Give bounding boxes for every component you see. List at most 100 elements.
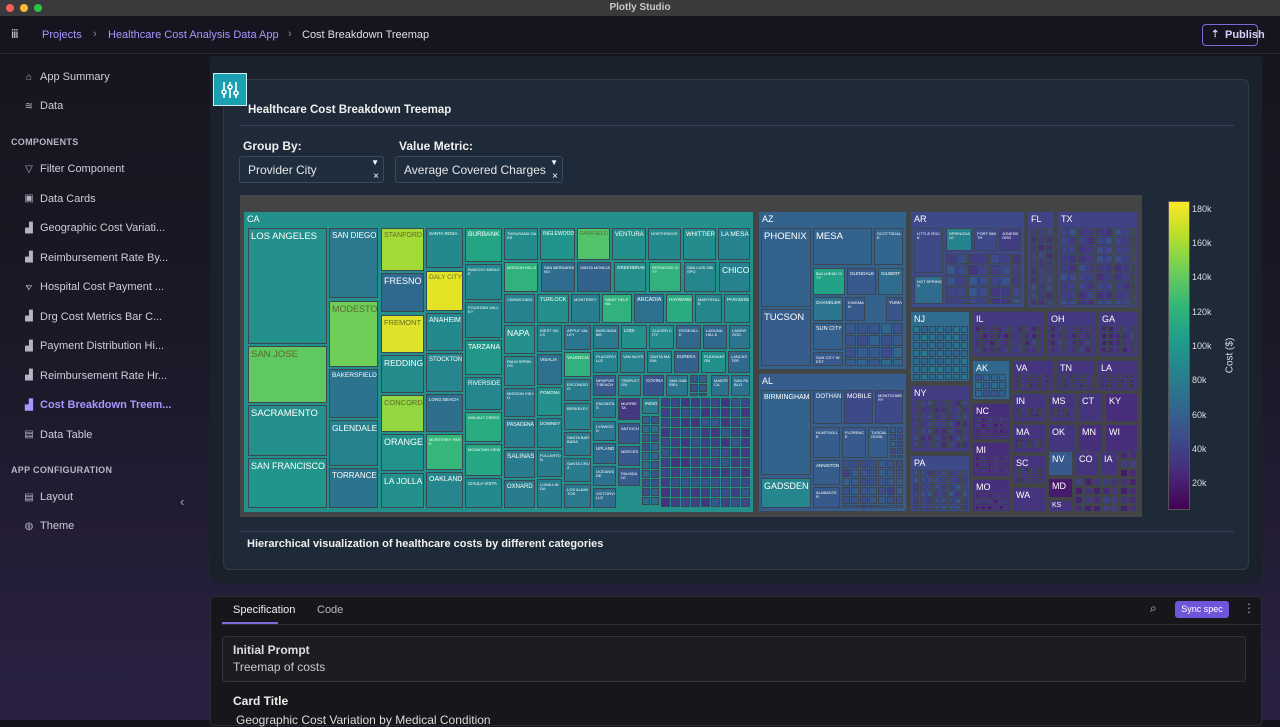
treemap-city-tile[interactable]: THOUSAND OAKS: [504, 228, 538, 260]
treemap-minor-tile[interactable]: [1060, 237, 1068, 245]
treemap-minor-tile[interactable]: [1031, 340, 1037, 346]
treemap-minor-tile[interactable]: [955, 484, 961, 490]
treemap-minor-tile[interactable]: [990, 265, 1000, 275]
treemap-minor-tile[interactable]: [671, 428, 680, 437]
treemap-minor-tile[interactable]: [1085, 347, 1091, 353]
treemap-minor-tile[interactable]: [1084, 478, 1092, 486]
treemap-minor-tile[interactable]: [1046, 300, 1053, 305]
treemap-minor-tile[interactable]: [1038, 276, 1045, 283]
treemap-city-tile[interactable]: SUN CITY WEST: [813, 352, 843, 366]
treemap-minor-tile[interactable]: [962, 414, 968, 420]
treemap-minor-tile[interactable]: [1057, 340, 1063, 346]
treemap-minor-tile[interactable]: [1078, 237, 1086, 245]
treemap-minor-tile[interactable]: [1101, 333, 1107, 339]
treemap-minor-tile[interactable]: [999, 429, 1004, 434]
treemap-minor-tile[interactable]: [881, 323, 892, 334]
treemap-minor-tile[interactable]: [1102, 505, 1110, 512]
treemap-minor-tile[interactable]: [1101, 340, 1107, 346]
treemap-city-tile[interactable]: FORT SMITH: [974, 228, 997, 251]
treemap-minor-tile[interactable]: [731, 418, 740, 427]
treemap-state-ms[interactable]: [1048, 393, 1076, 422]
treemap-minor-tile[interactable]: [1030, 439, 1034, 443]
treemap-minor-tile[interactable]: [937, 326, 944, 333]
treemap-minor-tile[interactable]: [699, 384, 707, 392]
publish-button[interactable]: ⇡ Publish: [1202, 24, 1265, 46]
treemap-city-tile[interactable]: SAN FRANCISCO: [248, 458, 327, 508]
treemap-city-tile[interactable]: LOS ALAMITOS: [564, 484, 591, 508]
search-icon[interactable]: ⌕: [1150, 601, 1157, 615]
treemap-minor-tile[interactable]: [890, 427, 896, 433]
treemap-minor-tile[interactable]: [929, 326, 936, 333]
treemap-minor-tile[interactable]: [913, 484, 919, 490]
treemap-minor-tile[interactable]: [948, 442, 954, 448]
treemap-minor-tile[interactable]: [968, 287, 978, 297]
treemap-minor-tile[interactable]: [989, 340, 995, 346]
treemap-minor-tile[interactable]: [1012, 276, 1021, 286]
treemap-minor-tile[interactable]: [927, 435, 933, 441]
treemap-minor-tile[interactable]: [962, 428, 968, 434]
treemap-minor-tile[interactable]: [1101, 326, 1107, 332]
treemap-minor-tile[interactable]: [920, 477, 926, 483]
treemap-minor-tile[interactable]: [1024, 326, 1030, 332]
group-by-dropdown[interactable]: Provider City ▼ ×: [239, 156, 384, 183]
treemap-minor-tile[interactable]: [1105, 282, 1113, 290]
sidebar-item-component[interactable]: ▽ Filter Component: [24, 161, 124, 177]
treemap-minor-tile[interactable]: [642, 479, 650, 487]
treemap-minor-tile[interactable]: [975, 456, 980, 461]
treemap-minor-tile[interactable]: [1123, 282, 1131, 290]
treemap-minor-tile[interactable]: [1051, 413, 1055, 417]
treemap-minor-tile[interactable]: [1020, 439, 1024, 443]
treemap-minor-tile[interactable]: [1093, 505, 1101, 512]
treemap-minor-tile[interactable]: [990, 287, 1000, 297]
treemap-minor-tile[interactable]: [929, 350, 936, 357]
treemap-minor-tile[interactable]: [851, 460, 859, 468]
treemap-minor-tile[interactable]: [1069, 273, 1077, 281]
treemap-minor-tile[interactable]: [1015, 444, 1019, 448]
treemap-minor-tile[interactable]: [993, 435, 998, 438]
treemap-minor-tile[interactable]: [953, 326, 960, 333]
treemap-minor-tile[interactable]: [691, 418, 700, 427]
close-window-button[interactable]: [6, 4, 14, 12]
initial-prompt-text[interactable]: Treemap of costs: [233, 660, 326, 674]
value-metric-dropdown[interactable]: Average Covered Charges ▼ ×: [395, 156, 563, 183]
treemap-city-tile[interactable]: ROSEVILLE: [676, 325, 701, 349]
treemap-city-tile[interactable]: TUSCALOOSA: [868, 427, 888, 458]
treemap-minor-tile[interactable]: [941, 505, 947, 510]
treemap-minor-tile[interactable]: [661, 418, 670, 427]
treemap-state-ia[interactable]: [1100, 451, 1118, 476]
treemap-minor-tile[interactable]: [896, 505, 903, 508]
treemap-minor-tile[interactable]: [642, 488, 650, 496]
treemap-city-tile[interactable]: WHITTIER: [683, 228, 716, 260]
treemap-minor-tile[interactable]: [1123, 291, 1131, 299]
treemap-minor-tile[interactable]: [1105, 264, 1113, 272]
treemap-minor-tile[interactable]: [962, 442, 968, 448]
treemap-minor-tile[interactable]: [691, 448, 700, 457]
treemap-minor-tile[interactable]: [642, 470, 650, 478]
treemap-minor-tile[interactable]: [1071, 333, 1077, 339]
treemap-minor-tile[interactable]: [975, 499, 980, 504]
treemap-minor-tile[interactable]: [1040, 384, 1044, 388]
treemap-city-tile[interactable]: ANAHEIM: [426, 313, 463, 351]
treemap-minor-tile[interactable]: [1115, 374, 1119, 378]
treemap-minor-tile[interactable]: [691, 498, 700, 507]
treemap-minor-tile[interactable]: [1025, 408, 1029, 412]
treemap-city-tile[interactable]: OXNARD: [504, 480, 535, 508]
treemap-city-tile[interactable]: SAN JOSE: [248, 346, 327, 403]
treemap-minor-tile[interactable]: [1071, 347, 1077, 353]
more-options-icon[interactable]: ⋮: [1243, 601, 1255, 615]
treemap-minor-tile[interactable]: [1038, 244, 1045, 251]
treemap-minor-tile[interactable]: [721, 478, 730, 487]
treemap-minor-tile[interactable]: [1071, 413, 1074, 417]
treemap-city-tile[interactable]: BIRMINGHAM: [761, 390, 811, 475]
treemap-city-tile[interactable]: MODESTO: [329, 301, 378, 367]
treemap-minor-tile[interactable]: [927, 498, 933, 504]
treemap-minor-tile[interactable]: [975, 493, 980, 498]
treemap-minor-tile[interactable]: [897, 427, 903, 433]
treemap-minor-tile[interactable]: [842, 496, 850, 504]
treemap-minor-tile[interactable]: [913, 505, 919, 510]
treemap-minor-tile[interactable]: [711, 448, 720, 457]
treemap-minor-tile[interactable]: [1060, 291, 1068, 299]
treemap-minor-tile[interactable]: [661, 398, 670, 407]
treemap-minor-tile[interactable]: [934, 400, 940, 406]
treemap-minor-tile[interactable]: [934, 428, 940, 434]
